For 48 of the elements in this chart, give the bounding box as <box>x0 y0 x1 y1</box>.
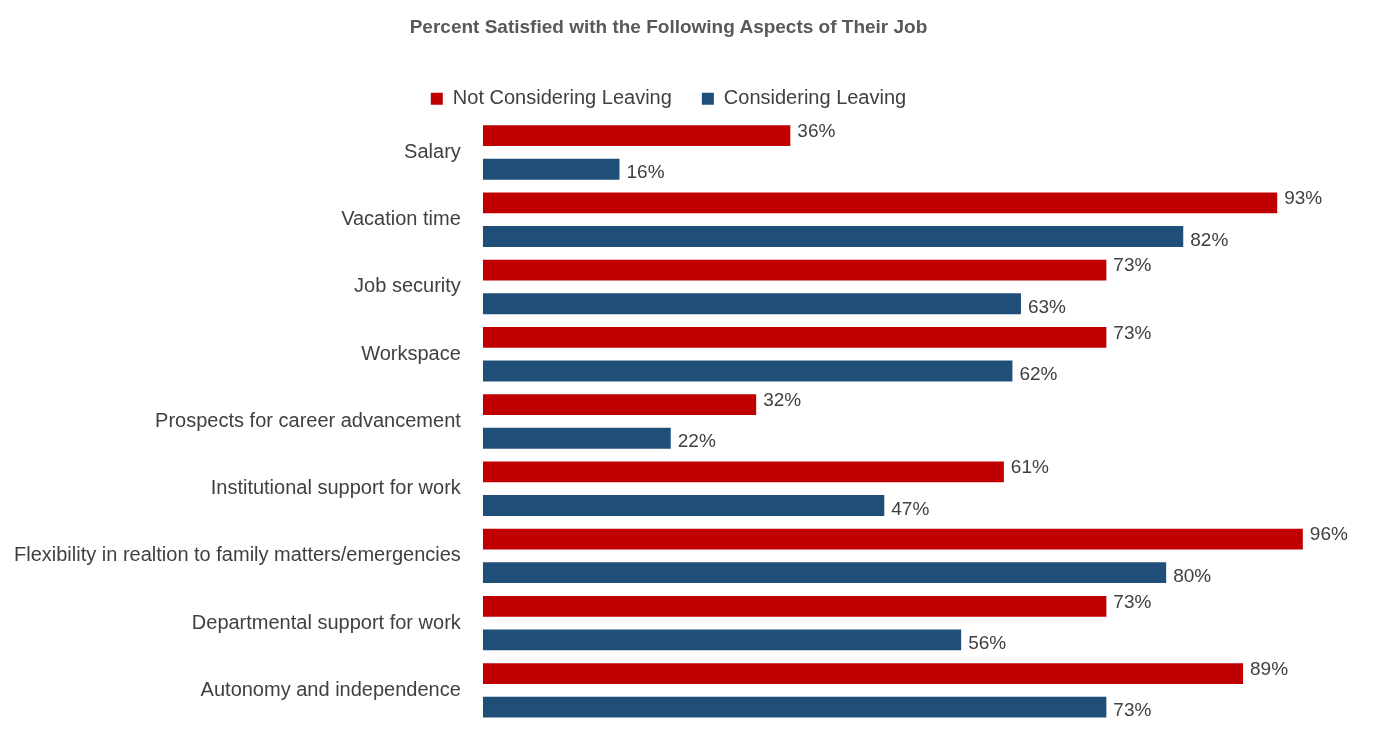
data-label: 56% <box>968 632 1007 654</box>
legend-label: Not Considering Leaving <box>452 86 672 109</box>
bar <box>482 562 1167 584</box>
bar <box>482 461 1004 483</box>
data-label: 61% <box>1010 456 1050 478</box>
y-tick-label: Workspace <box>361 341 461 364</box>
chart-title: Percent Satisfied with the Following Aspects of Their Job <box>409 15 928 37</box>
data-label: 73% <box>1113 590 1152 612</box>
bar <box>482 125 791 147</box>
y-tick-label: Job security <box>354 274 461 297</box>
data-label: 22% <box>677 430 716 452</box>
data-label: 62% <box>1019 363 1058 385</box>
legend-label: Considering Leaving <box>723 86 907 109</box>
y-tick-label: Autonomy and independence <box>200 677 461 700</box>
y-tick-label: Institutional support for work <box>210 476 462 499</box>
data-label: 32% <box>763 388 802 410</box>
bar <box>482 293 1021 315</box>
data-label: 73% <box>1113 321 1152 343</box>
bar <box>482 394 757 416</box>
y-tick-label: Vacation time <box>341 207 461 230</box>
data-label: 73% <box>1113 699 1152 721</box>
y-tick-label: Departmental support for work <box>191 610 462 633</box>
data-label: 47% <box>891 497 930 519</box>
bar <box>482 663 1244 684</box>
y-tick-label: Flexibility in realtion to family matters/emergencies <box>14 543 461 566</box>
bar <box>482 158 620 180</box>
data-label: 80% <box>1173 564 1212 586</box>
data-label: 73% <box>1113 254 1152 276</box>
data-label: 93% <box>1284 187 1323 209</box>
bar <box>482 495 885 516</box>
data-label: 89% <box>1250 657 1289 679</box>
data-label: 36% <box>797 119 836 141</box>
data-label: 96% <box>1309 523 1348 545</box>
data-label: 82% <box>1190 228 1229 250</box>
bar <box>482 259 1107 281</box>
y-tick-label: Prospects for career advancement <box>155 408 462 431</box>
bar <box>482 595 1107 617</box>
bar <box>482 528 1303 550</box>
data-label: 63% <box>1027 295 1067 317</box>
bar <box>482 226 1184 247</box>
bar <box>482 629 962 651</box>
bar <box>482 360 1013 382</box>
data-label: 16% <box>626 161 665 183</box>
bar <box>482 427 671 449</box>
bar <box>482 192 1278 214</box>
y-tick-label: Salary <box>404 139 461 162</box>
bar <box>482 696 1107 718</box>
bar <box>482 326 1107 348</box>
